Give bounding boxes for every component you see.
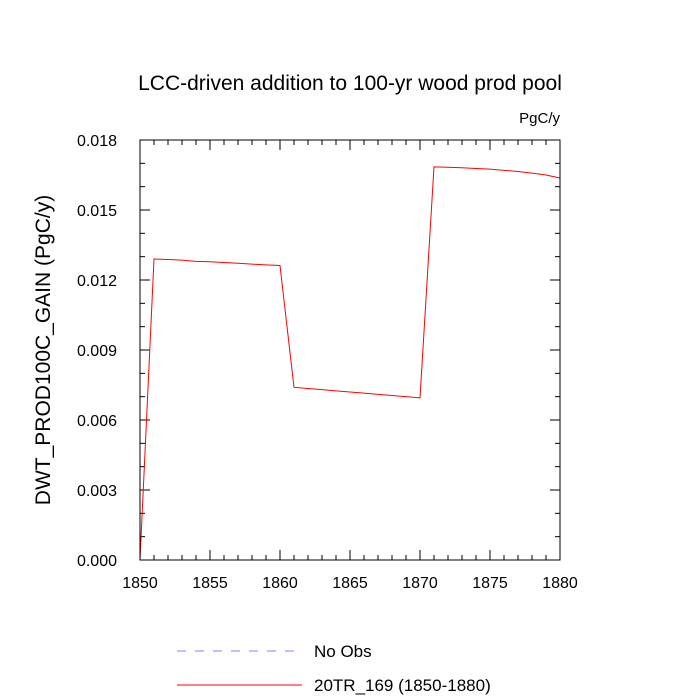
units-label: PgC/y — [519, 110, 560, 127]
legend: No Obs 20TR_169 (1850-1880) — [177, 642, 491, 695]
y-tick-label: 0.000 — [77, 553, 117, 570]
x-tick-label: 1860 — [262, 575, 298, 592]
y-axis-label: DWT_PROD100C_GAIN (PgC/y) — [32, 195, 55, 505]
y-tick-label: 0.003 — [77, 483, 117, 500]
y-tick-label: 0.018 — [77, 133, 117, 150]
series-line-1 — [139, 166, 561, 561]
x-tick-label: 1875 — [472, 575, 508, 592]
y-tick-label: 0.009 — [77, 343, 117, 360]
x-tick-label: 1850 — [122, 575, 158, 592]
axis-tick-labels: 1850 1855 1860 1865 1870 1875 1880 0.000 0.003 0.… — [77, 133, 578, 592]
series-lines — [139, 166, 561, 561]
chart-title: LCC-driven addition to 100-yr wood prod … — [138, 72, 562, 95]
y-tick-label: 0.006 — [77, 413, 117, 430]
plot-frame — [139, 139, 561, 561]
y-tick-label: 0.015 — [77, 203, 117, 220]
x-tick-label: 1855 — [192, 575, 228, 592]
legend-label: 20TR_169 (1850-1880) — [314, 676, 491, 695]
x-tick-label: 1880 — [542, 575, 578, 592]
legend-label: No Obs — [314, 642, 372, 661]
x-tick-label: 1865 — [332, 575, 368, 592]
x-tick-label: 1870 — [402, 575, 438, 592]
axis-ticks — [139, 139, 561, 561]
y-tick-label: 0.012 — [77, 273, 117, 290]
